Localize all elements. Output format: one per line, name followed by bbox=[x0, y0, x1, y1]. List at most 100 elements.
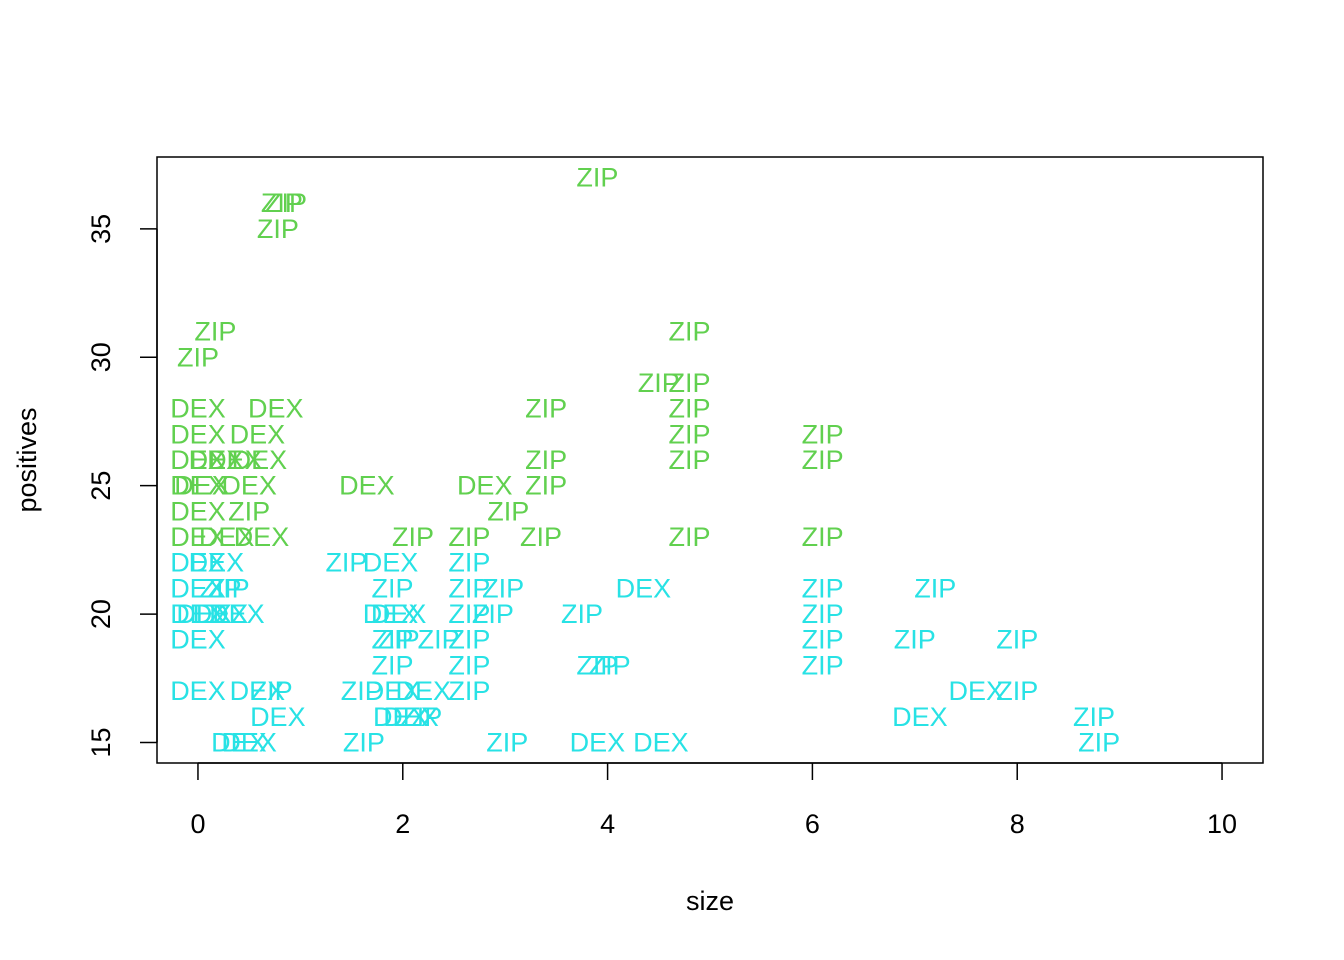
point-label: ZIP bbox=[448, 676, 490, 706]
point-label: DEX bbox=[176, 599, 232, 629]
point-label: ZIP bbox=[520, 522, 562, 552]
point-label: ZIP bbox=[487, 496, 529, 526]
point-label: ZIP bbox=[372, 650, 414, 680]
point-label: ZIP bbox=[802, 522, 844, 552]
point-label: DEX bbox=[193, 599, 249, 629]
point-label: ZIP bbox=[802, 625, 844, 655]
point-label: ZIP bbox=[669, 522, 711, 552]
point-label: DEX bbox=[170, 599, 226, 629]
point-label: ZIP bbox=[669, 419, 711, 449]
point-label: ZIP bbox=[802, 419, 844, 449]
y-tick-label: 20 bbox=[86, 599, 116, 629]
point-label: ZIP bbox=[265, 188, 307, 218]
y-axis-title: positives bbox=[12, 407, 42, 512]
point-label: DEX bbox=[948, 676, 1004, 706]
point-label: DEX bbox=[170, 394, 226, 424]
point-label: DEX bbox=[170, 676, 226, 706]
point-label: DEX bbox=[371, 599, 427, 629]
point-label: DEX bbox=[170, 419, 226, 449]
x-axis-title: size bbox=[686, 886, 734, 916]
point-label: ZIP bbox=[1078, 727, 1120, 757]
point-label: DEX bbox=[633, 727, 689, 757]
point-label: ZIP bbox=[257, 214, 299, 244]
point-label: DEX bbox=[170, 548, 226, 578]
point-label: ZIP bbox=[638, 368, 680, 398]
point-label: DEX bbox=[234, 522, 290, 552]
point-label: ZIP bbox=[448, 522, 490, 552]
point-label: DEX bbox=[230, 419, 286, 449]
point-label: DEX bbox=[892, 702, 948, 732]
point-label: ZIP bbox=[400, 702, 442, 732]
point-label: ZIP bbox=[914, 573, 956, 603]
point-label: DEX bbox=[365, 676, 421, 706]
y-tick-label: 30 bbox=[86, 342, 116, 372]
point-label: ZIP bbox=[448, 548, 490, 578]
point-label: DEX bbox=[170, 522, 226, 552]
point-label: DEX bbox=[189, 445, 245, 475]
point-label: ZIP bbox=[669, 445, 711, 475]
point-label: ZIP bbox=[448, 599, 490, 629]
y-tick-label: 35 bbox=[86, 214, 116, 244]
point-label: ZIP bbox=[486, 727, 528, 757]
x-tick-label: 6 bbox=[805, 809, 820, 839]
point-label: ZIP bbox=[251, 676, 293, 706]
point-label: ZIP bbox=[802, 599, 844, 629]
point-label: DEX bbox=[221, 471, 277, 501]
point-label: ZIP bbox=[325, 548, 367, 578]
point-label: ZIP bbox=[576, 163, 618, 193]
point-label: DEX bbox=[616, 573, 672, 603]
point-label: ZIP bbox=[199, 573, 241, 603]
y-tick-label: 15 bbox=[86, 727, 116, 757]
point-label: ZIP bbox=[1073, 702, 1115, 732]
point-label: ZIP bbox=[576, 650, 618, 680]
x-axis: 0 2 4 6 8 10 bbox=[190, 762, 1237, 839]
point-label: DEX bbox=[383, 702, 439, 732]
point-label: ZIP bbox=[194, 317, 236, 347]
point-label: ZIP bbox=[343, 727, 385, 757]
point-label: DEX bbox=[170, 445, 226, 475]
point-label: ZIP bbox=[589, 650, 631, 680]
point-label: ZIP bbox=[996, 676, 1038, 706]
point-label: ZIP bbox=[448, 573, 490, 603]
point-label: DEX bbox=[199, 522, 255, 552]
point-label: ZIP bbox=[448, 650, 490, 680]
point-label: DEX bbox=[221, 727, 277, 757]
point-label: ZIP bbox=[372, 573, 414, 603]
point-label: DEX bbox=[363, 599, 419, 629]
point-label: ZIP bbox=[177, 342, 219, 372]
point-label: DEX bbox=[170, 471, 226, 501]
point-label: ZIP bbox=[208, 573, 250, 603]
point-label: ZIP bbox=[341, 676, 383, 706]
point-label: DEX bbox=[170, 625, 226, 655]
point-label: DEX bbox=[339, 471, 395, 501]
x-tick-label: 2 bbox=[395, 809, 410, 839]
point-label: DEX bbox=[170, 496, 226, 526]
point-label: DEX bbox=[373, 702, 429, 732]
point-label: ZIP bbox=[378, 625, 420, 655]
point-label: ZIP bbox=[525, 394, 567, 424]
point-label: ZIP bbox=[802, 650, 844, 680]
point-label: ZIP bbox=[228, 496, 270, 526]
point-label: ZIP bbox=[525, 445, 567, 475]
point-label: DEX bbox=[232, 445, 288, 475]
x-tick-label: 0 bbox=[190, 809, 205, 839]
point-label: DEX bbox=[570, 727, 626, 757]
point-label: DEX bbox=[174, 471, 230, 501]
point-label: ZIP bbox=[894, 625, 936, 655]
point-label: ZIP bbox=[669, 317, 711, 347]
point-label: ZIP bbox=[392, 522, 434, 552]
point-label: DEX bbox=[230, 676, 286, 706]
x-tick-label: 4 bbox=[600, 809, 615, 839]
point-label: DEX bbox=[207, 445, 263, 475]
point-label: ZIP bbox=[418, 625, 460, 655]
point-label: DEX bbox=[170, 573, 226, 603]
point-label: ZIP bbox=[996, 625, 1038, 655]
point-label: DEX bbox=[189, 548, 245, 578]
x-tick-label: 8 bbox=[1010, 809, 1025, 839]
y-axis: 15 20 25 30 35 bbox=[86, 214, 158, 757]
point-label: ZIP bbox=[372, 625, 414, 655]
point-label: ZIP bbox=[669, 394, 711, 424]
